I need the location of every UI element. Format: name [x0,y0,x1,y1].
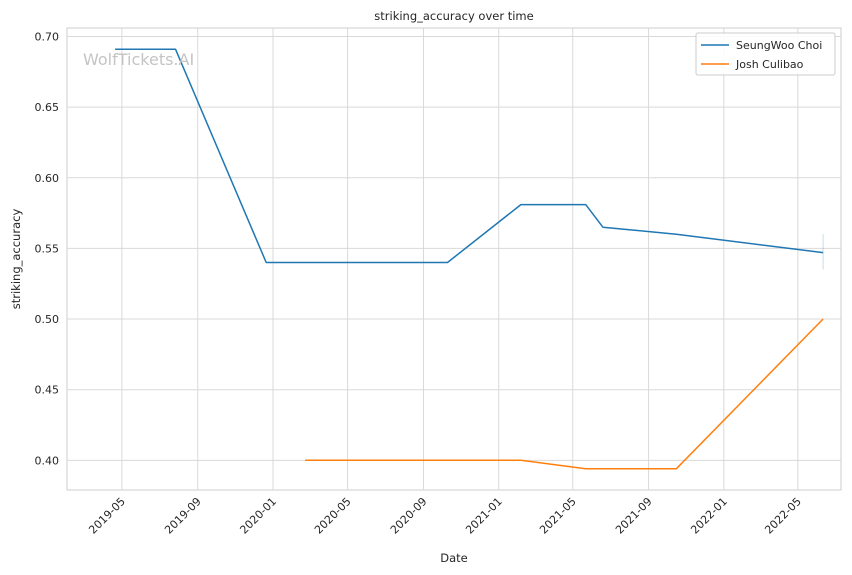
x-tick-label: 2021-05 [537,495,579,537]
grid [67,28,841,490]
legend-box [695,32,836,76]
y-tick-label: 0.65 [35,101,60,114]
y-tick-label: 0.55 [35,242,60,255]
x-axis-ticks: 2019-05 2019-09 2020-01 2020-05 2020-09 2021-… [86,495,804,537]
y-tick-label: 0.40 [35,454,60,467]
y-tick-label: 0.60 [35,172,60,185]
x-tick-label: 2021-01 [463,495,505,537]
legend: SeungWoo Choi Josh Culibao [695,32,836,76]
plot-area [66,27,842,491]
x-axis-label: Date [440,551,468,565]
y-axis-label: striking_accuracy [9,209,23,310]
series-layer [115,48,824,470]
series-line-seungwoo-choi [115,48,824,264]
x-tick-label: 2022-01 [688,495,730,537]
x-tick-label: 2022-05 [762,495,804,537]
x-tick-label: 2020-09 [388,495,430,537]
y-axis-ticks: 0.40 0.45 0.50 0.55 0.60 0.65 0.70 [35,30,60,467]
series-line-josh-culibao [305,318,824,470]
chart-title: striking_accuracy over time [374,9,533,23]
y-tick-label: 0.50 [35,313,60,326]
x-tick-label: 2020-01 [237,495,279,537]
x-tick-label: 2020-05 [312,495,354,537]
legend-label-seungwoo-choi: SeungWoo Choi [736,39,822,52]
x-tick-label: 2019-05 [86,495,128,537]
watermark-text: WolfTickets.AI [83,50,194,69]
legend-label-josh-culibao: Josh Culibao [735,58,804,71]
y-tick-label: 0.70 [35,30,60,43]
x-tick-label: 2019-09 [162,495,204,537]
y-tick-label: 0.45 [35,384,60,397]
x-tick-label: 2021-09 [613,495,655,537]
